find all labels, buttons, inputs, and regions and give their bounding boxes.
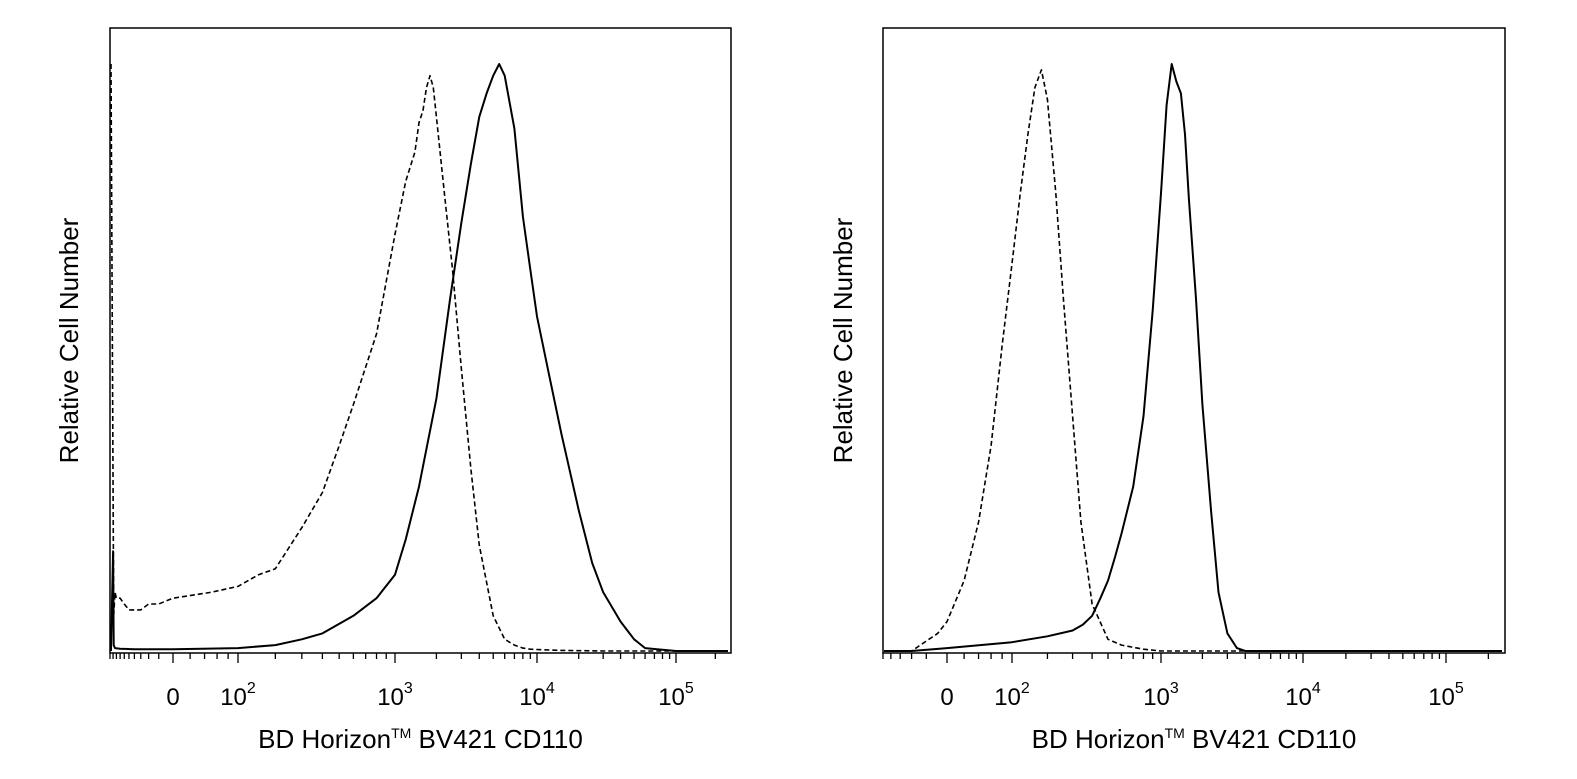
x-tick-label: 0 <box>940 684 953 711</box>
x-tick-label: 105 <box>1428 680 1464 711</box>
plot-frame <box>882 27 1506 654</box>
x-tick-label: 104 <box>519 680 555 711</box>
cd110-stained-curve <box>110 63 728 652</box>
x-tick-label: 103 <box>377 680 413 711</box>
x-tick-label: 102 <box>220 680 256 711</box>
plot-frame <box>109 27 732 654</box>
x-tick-label: 104 <box>1285 680 1321 711</box>
x-tick-label: 105 <box>658 680 694 711</box>
isotype-control-curve <box>110 63 728 652</box>
x-tick-label: 102 <box>994 680 1030 711</box>
x-axis-label: BD HorizonTM BV421 CD110 <box>258 724 583 754</box>
y-axis-label: Relative Cell Number <box>828 217 858 463</box>
cd110-stained-curve <box>884 63 1502 652</box>
x-axis-label: BD HorizonTM BV421 CD110 <box>1032 724 1357 754</box>
x-tick-label: 0 <box>166 684 179 711</box>
isotype-control-curve <box>884 69 1502 652</box>
x-tick-label: 103 <box>1143 680 1179 711</box>
right-histogram-panel: 0 102 103 104 105 BD HorizonTM BV421 CD110 Rel… <box>828 27 1506 754</box>
left-histogram-panel: 0 102 103 104 105 BD HorizonTM BV421 CD110 Rel… <box>54 27 732 754</box>
y-axis-label: Relative Cell Number <box>54 217 84 463</box>
